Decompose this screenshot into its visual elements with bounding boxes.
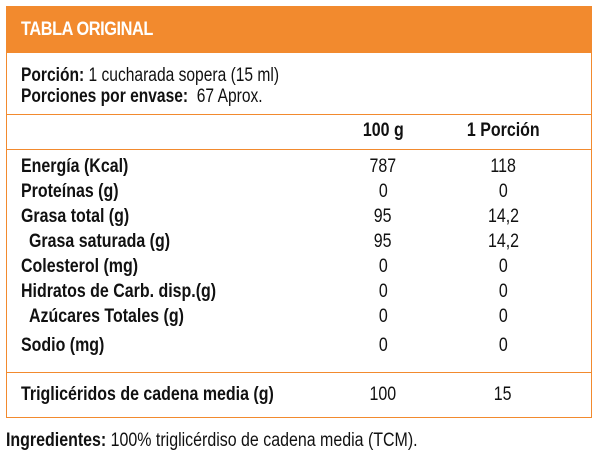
portion-value: 1 cucharada sopera (15 ml)	[84, 65, 280, 86]
table-row: Energía (Kcal) 787 118	[7, 156, 591, 181]
value-100g: 0	[378, 181, 388, 202]
table-row: Grasa saturada (g) 95 14,2	[7, 231, 591, 256]
table-title: TABLA ORIGINAL	[21, 19, 153, 40]
nutrient-rows: Energía (Kcal) 787 118 Proteínas (g) 0 0…	[7, 150, 591, 373]
value-portion: 0	[498, 335, 508, 356]
table-header: TABLA ORIGINAL	[7, 7, 591, 53]
value-100g: 0	[378, 335, 388, 356]
table-row: Grasa total (g) 95 14,2	[7, 206, 591, 231]
table-row: Sodio (mg) 0 0	[7, 335, 591, 360]
table-row: Proteínas (g) 0 0	[7, 181, 591, 206]
value-portion: 0	[498, 306, 508, 327]
value-portion: 0	[498, 256, 508, 277]
nutrient-label: Hidratos de Carb. disp.(g)	[21, 281, 217, 302]
value-portion: 14,2	[487, 206, 519, 227]
value-100g: 787	[369, 156, 397, 177]
value-portion: 0	[498, 181, 508, 202]
value-100g: 0	[378, 281, 388, 302]
column-headers: 100 g 1 Porción	[7, 115, 591, 150]
per-container-value: 67 Aprox.	[188, 86, 263, 107]
tcm-label: Triglicéridos de cadena media (g)	[21, 384, 274, 405]
value-100g: 95	[374, 231, 392, 252]
ingredients-value: 100% triglicérdiso de cadena media (TCM)…	[106, 430, 418, 451]
value-portion: 118	[490, 156, 516, 177]
value-100g: 0	[378, 256, 388, 277]
nutrient-label: Proteínas (g)	[21, 181, 119, 202]
tcm-value-100g: 100	[369, 384, 397, 405]
column-header-100g: 100 g	[362, 120, 404, 141]
ingredients: Ingredientes: 100% triglicérdiso de cade…	[6, 430, 496, 452]
nutrient-label: Colesterol (mg)	[21, 256, 139, 277]
table-row: Colesterol (mg) 0 0	[7, 256, 591, 281]
value-100g: 0	[378, 306, 388, 327]
nutrient-label: Grasa total (g)	[21, 206, 130, 227]
table-row: Hidratos de Carb. disp.(g) 0 0	[7, 281, 591, 306]
value-100g: 95	[374, 206, 392, 227]
value-portion: 14,2	[487, 231, 519, 252]
table-row: Azúcares Totales (g) 0 0	[7, 306, 591, 331]
nutrient-label: Sodio (mg)	[21, 335, 105, 356]
nutrition-table: TABLA ORIGINAL Porción: 1 cucharada sope…	[6, 6, 592, 418]
tcm-value-portion: 15	[494, 384, 512, 405]
ingredients-label: Ingredientes:	[6, 430, 107, 451]
tcm-row: Triglicéridos de cadena media (g) 100 15	[7, 373, 591, 417]
nutrient-label: Azúcares Totales (g)	[29, 306, 184, 327]
serving-info: Porción: 1 cucharada sopera (15 ml) Porc…	[7, 53, 591, 115]
per-container-label: Porciones por envase:	[21, 86, 189, 107]
nutrient-label: Grasa saturada (g)	[29, 231, 171, 252]
nutrient-label: Energía (Kcal)	[21, 156, 129, 177]
column-header-portion: 1 Porción	[466, 120, 540, 141]
value-portion: 0	[498, 281, 508, 302]
portion-label: Porción:	[21, 65, 85, 86]
